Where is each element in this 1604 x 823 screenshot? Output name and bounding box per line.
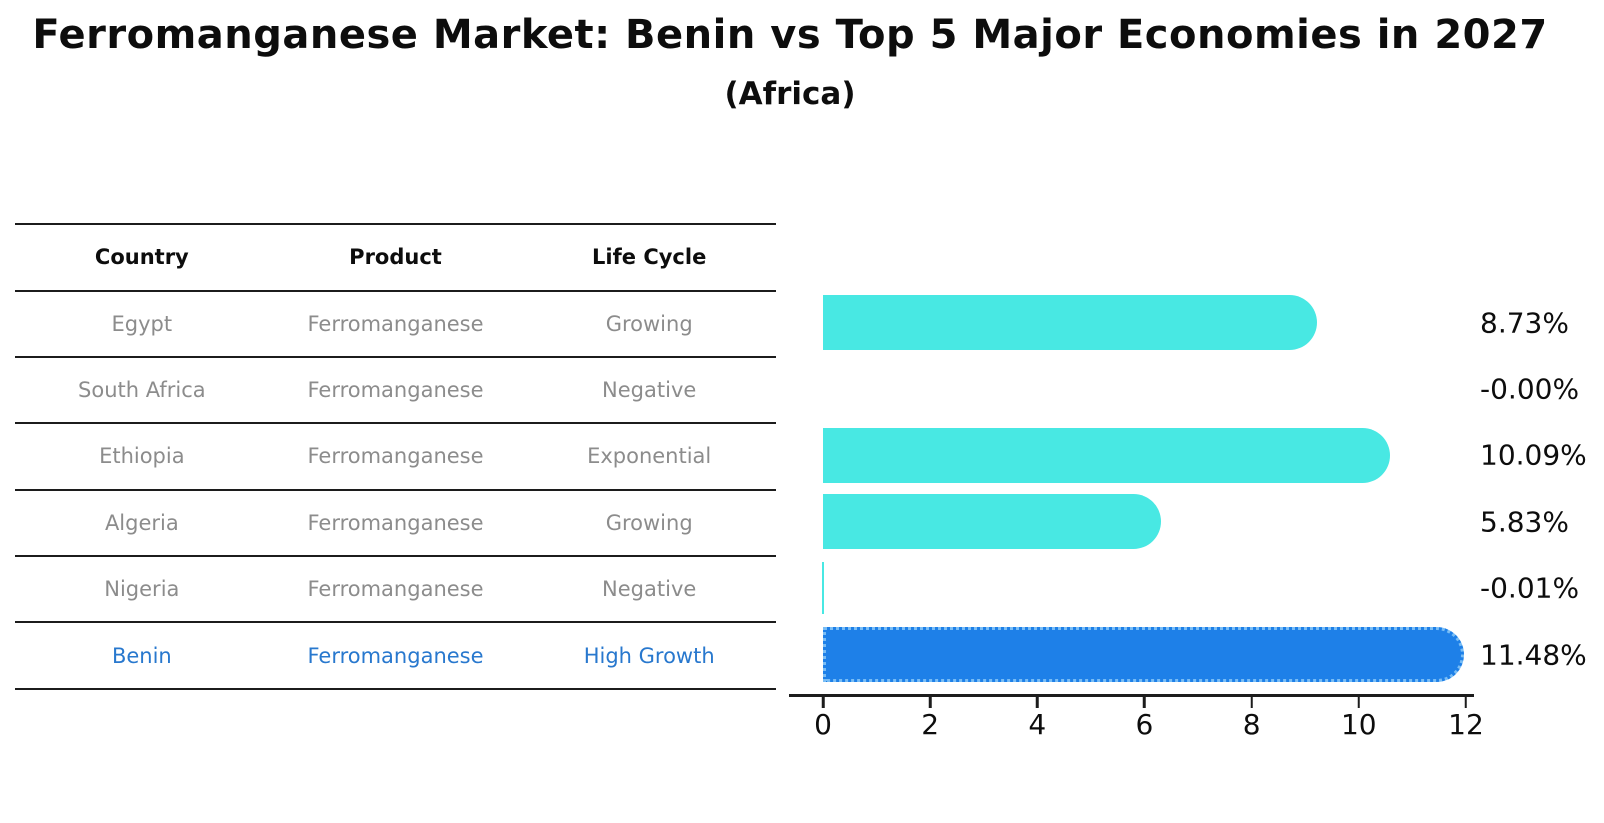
x-axis-tick-label: 12 bbox=[1448, 708, 1484, 741]
value-label-nigeria: -0.01% bbox=[1480, 571, 1580, 605]
value-label-egypt: 8.73% bbox=[1480, 306, 1569, 339]
bar-algeria bbox=[823, 494, 1162, 550]
header-life-cycle: Life Cycle bbox=[592, 245, 707, 270]
bar-benin bbox=[823, 627, 1465, 682]
x-axis-tick-label: 10 bbox=[1340, 708, 1377, 741]
value-label-benin: 11.48% bbox=[1480, 638, 1587, 671]
cell-product: Ferromanganese bbox=[307, 311, 484, 336]
x-axis-tick bbox=[1143, 697, 1146, 708]
x-axis-tick bbox=[821, 697, 825, 708]
cell-country: Algeria bbox=[104, 510, 179, 535]
table-row-south-africa: South Africa Ferromanganese Negative bbox=[15, 358, 776, 425]
cell-life-cycle: High Growth bbox=[583, 643, 715, 668]
cell-country: Ethiopia bbox=[99, 444, 185, 469]
x-axis-tick-label: 8 bbox=[1242, 708, 1261, 741]
x-axis-line bbox=[789, 694, 1474, 697]
value-label-algeria: 5.83% bbox=[1480, 505, 1569, 539]
x-axis-tick bbox=[1036, 697, 1039, 708]
cell-product: Ferromanganese bbox=[307, 444, 484, 469]
header-product: Product bbox=[349, 245, 442, 270]
x-axis-tick-label: 4 bbox=[1028, 708, 1047, 741]
value-label-ethiopia: 10.09% bbox=[1480, 438, 1587, 472]
x-axis-tick-label: 0 bbox=[814, 708, 832, 741]
cell-country: Egypt bbox=[111, 311, 173, 336]
bar-ethiopia bbox=[823, 427, 1390, 483]
cell-product: Ferromanganese bbox=[307, 577, 484, 602]
cell-country: Nigeria bbox=[104, 577, 180, 602]
table-row-ethiopia: Ethiopia Ferromanganese Exponential bbox=[15, 424, 776, 491]
cell-life-cycle: Negative bbox=[602, 378, 697, 403]
chart-title: Ferromanganese Market: Benin vs Top 5 Ma… bbox=[32, 12, 1548, 58]
cell-product: Ferromanganese bbox=[307, 510, 484, 535]
cell-life-cycle: Negative bbox=[602, 577, 697, 602]
cell-product: Ferromanganese bbox=[307, 643, 484, 668]
table-row-egypt: Egypt Ferromanganese Growing bbox=[15, 292, 776, 358]
table-row-algeria: Algeria Ferromanganese Growing bbox=[15, 491, 776, 558]
chart-subtitle: (Africa) bbox=[724, 76, 856, 112]
x-axis-tick bbox=[1250, 697, 1253, 708]
bar-nigeria bbox=[822, 562, 824, 615]
table-row-nigeria: Nigeria Ferromanganese Negative bbox=[15, 557, 776, 624]
cell-product: Ferromanganese bbox=[307, 378, 484, 403]
bar-egypt bbox=[823, 295, 1317, 350]
table-row-benin-highlighted: Benin Ferromanganese High Growth bbox=[15, 623, 776, 690]
x-axis-tick-label: 6 bbox=[1135, 708, 1154, 741]
x-axis-tick-label: 2 bbox=[921, 708, 940, 741]
x-axis-tick bbox=[1464, 697, 1468, 708]
cell-life-cycle: Growing bbox=[605, 311, 693, 336]
cell-country: Benin bbox=[111, 643, 172, 668]
header-country: Country bbox=[94, 245, 189, 270]
cell-life-cycle: Growing bbox=[605, 510, 693, 535]
x-axis-tick bbox=[1357, 697, 1361, 708]
table-header-row: Country Product Life Cycle bbox=[15, 223, 776, 292]
cell-life-cycle: Exponential bbox=[587, 444, 712, 469]
x-axis-tick bbox=[928, 697, 932, 708]
country-table: Country Product Life Cycle Egypt Ferroma… bbox=[15, 223, 776, 690]
cell-country: South Africa bbox=[78, 378, 206, 403]
value-label-south-africa: -0.00% bbox=[1480, 372, 1580, 406]
